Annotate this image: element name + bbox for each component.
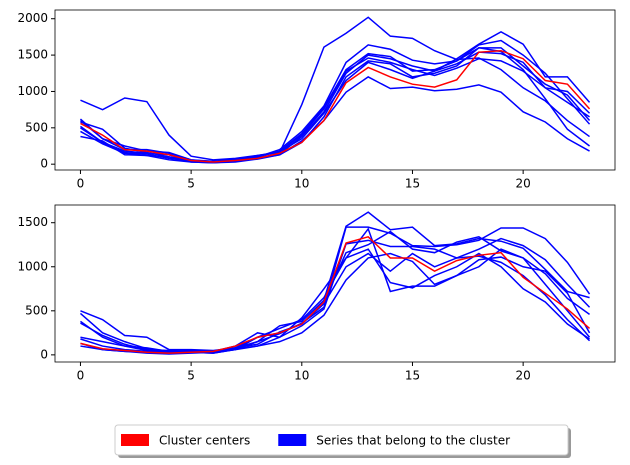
y-tick-label: 500 (25, 303, 48, 317)
series-line (80, 227, 591, 353)
x-tick-label: 5 (187, 177, 195, 191)
legend-label: Series that belong to the cluster (316, 434, 510, 448)
x-tick-label: 0 (77, 369, 85, 383)
series-line (80, 47, 591, 163)
y-tick-label: 500 (25, 120, 48, 134)
axes-frame (54, 204, 616, 363)
legend-label: Cluster centers (159, 434, 250, 448)
series-line (80, 237, 591, 353)
y-tick-label: 2000 (17, 11, 48, 25)
x-tick-label: 10 (294, 369, 309, 383)
y-tick-label: 1000 (17, 84, 48, 98)
series-line (79, 226, 591, 354)
axes-frame (54, 9, 616, 171)
series-line (80, 230, 590, 353)
y-tick-label: 1000 (17, 259, 48, 273)
legend-swatch (121, 434, 149, 446)
y-tick-label: 0 (40, 347, 48, 361)
series-line (80, 235, 591, 354)
y-tick-label: 0 (40, 157, 48, 171)
x-tick-label: 20 (516, 369, 531, 383)
x-tick-label: 5 (187, 369, 195, 383)
series-line (80, 16, 590, 161)
x-tick-label: 15 (405, 177, 420, 191)
y-tick-label: 1500 (17, 215, 48, 229)
x-tick-label: 15 (405, 369, 420, 383)
series-line (79, 51, 590, 163)
legend-box (114, 424, 569, 456)
x-tick-label: 20 (516, 177, 531, 191)
series-line (80, 49, 591, 163)
x-tick-label: 10 (294, 177, 309, 191)
x-tick-label: 0 (77, 177, 85, 191)
legend-swatch (278, 434, 307, 446)
series-line (80, 248, 591, 353)
series-line (80, 57, 591, 163)
y-tick-label: 1500 (17, 48, 48, 62)
series-line (80, 211, 590, 352)
